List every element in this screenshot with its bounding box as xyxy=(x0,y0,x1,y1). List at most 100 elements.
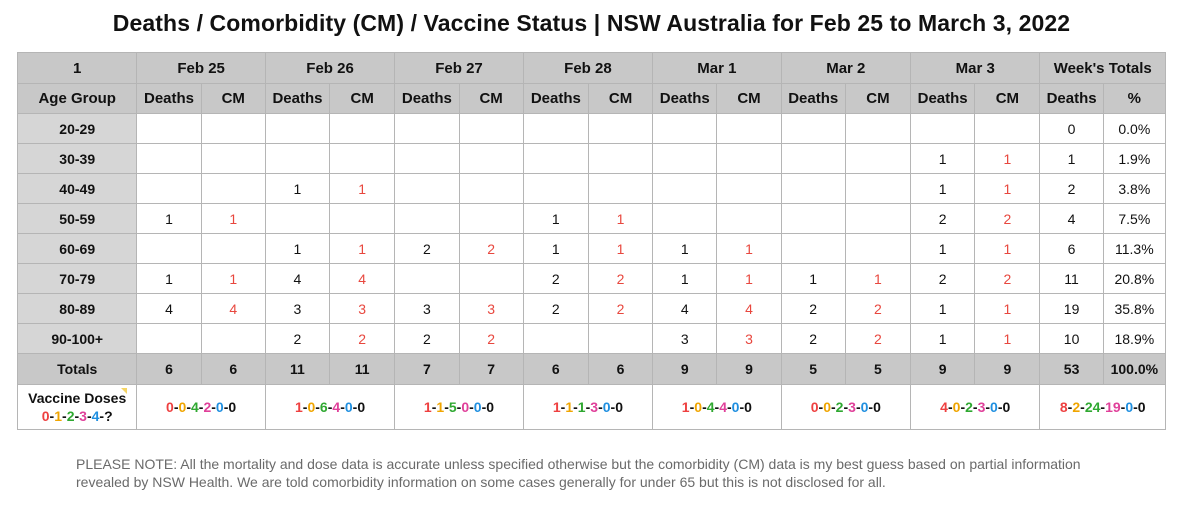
dose-count: 0 xyxy=(166,399,174,415)
dose-count: 0 xyxy=(178,399,187,415)
deaths-cell: 3 xyxy=(652,323,718,354)
deaths-cell: 2 xyxy=(264,323,331,354)
dose-count: 0 xyxy=(461,399,470,415)
deaths-header: Deaths xyxy=(780,83,846,114)
cm-cell xyxy=(844,173,912,204)
week-percent-cell: 7.5% xyxy=(1102,203,1167,234)
cm-cell: 4 xyxy=(716,293,782,324)
cm-cell: 1 xyxy=(200,263,266,294)
cm-cell: 2 xyxy=(844,323,912,354)
cm-cell xyxy=(716,113,782,144)
dose-count: 0 xyxy=(744,399,752,415)
deaths-cell: 1 xyxy=(522,203,589,234)
cm-cell: 2 xyxy=(458,323,524,354)
dose-count: 24 xyxy=(1084,399,1101,415)
week-deaths-cell: 0 xyxy=(1039,113,1104,144)
cm-cell: 1 xyxy=(587,203,654,234)
dose-count: 2 xyxy=(965,399,973,415)
dose-count: 6 xyxy=(319,399,328,415)
deaths-cell xyxy=(394,263,460,294)
dose-sequence: 0-0-4-2-0-0 xyxy=(166,399,237,415)
cm-cell: 2 xyxy=(587,293,654,324)
dose-count: 4 xyxy=(190,399,199,415)
dose-sequence: 8-2-24-19-0-0 xyxy=(1059,399,1146,415)
deaths-cell: 1 xyxy=(136,203,202,234)
week-deaths-cell: 11 xyxy=(1039,263,1104,294)
cm-total-cell: 7 xyxy=(458,353,524,385)
deaths-header: Deaths xyxy=(910,83,976,114)
cm-cell xyxy=(458,113,524,144)
table-row: 70-79 1 1 4 4 2 2 1 1 1 1 2 2 11 20.8% xyxy=(16,263,1167,294)
deaths-total-cell: 9 xyxy=(652,353,718,385)
deaths-cell xyxy=(394,173,460,204)
cm-cell: 2 xyxy=(458,233,524,264)
cm-header: CM xyxy=(587,83,654,114)
page-title: Deaths / Comorbidity (CM) / Vaccine Stat… xyxy=(112,10,1071,36)
week-percent-total: 100.0% xyxy=(1102,353,1167,385)
deaths-cell xyxy=(910,113,976,144)
dose-count: 1 xyxy=(54,408,63,424)
deaths-cell: 1 xyxy=(910,173,976,204)
dose-count: 2 xyxy=(1072,399,1081,415)
deaths-cell: 2 xyxy=(780,323,846,354)
deaths-cell xyxy=(136,323,202,354)
deaths-cell: 1 xyxy=(780,263,846,294)
dose-count: 0 xyxy=(344,399,353,415)
dose-count: 1 xyxy=(577,399,586,415)
deaths-cell xyxy=(394,113,460,144)
dose-count: 5 xyxy=(448,399,457,415)
deaths-header: Deaths xyxy=(1039,83,1104,114)
cm-cell xyxy=(587,323,654,354)
cm-cell xyxy=(458,263,524,294)
dose-count: 0 xyxy=(823,399,831,415)
cm-cell: 1 xyxy=(974,173,1041,204)
vaccine-doses-title: Vaccine Doses xyxy=(28,390,127,406)
header-row-days: 1 Feb 25 Feb 26 Feb 27 Feb 28 Mar 1 Mar … xyxy=(16,52,1166,84)
dose-count: 1 xyxy=(294,399,303,415)
cm-cell xyxy=(587,143,654,174)
deaths-cell: 3 xyxy=(264,293,331,324)
dose-count: 0 xyxy=(615,399,623,415)
cm-cell xyxy=(329,203,396,234)
cm-cell: 4 xyxy=(329,263,396,294)
dose-count: 1 xyxy=(423,399,432,415)
dose-count: 2 xyxy=(66,408,75,424)
cm-cell xyxy=(200,113,266,144)
week-deaths-cell: 4 xyxy=(1039,203,1104,234)
deaths-header: Deaths xyxy=(394,83,460,114)
dose-count: 1 xyxy=(681,399,690,415)
deaths-cell: 2 xyxy=(522,293,589,324)
dose-count: 0 xyxy=(990,399,998,415)
day-header: Mar 1 xyxy=(652,52,782,84)
age-group-cell: 60-69 xyxy=(16,233,138,264)
cm-total-cell: 6 xyxy=(587,353,654,385)
cm-cell xyxy=(329,143,396,174)
cm-total-cell: 5 xyxy=(844,353,912,385)
totals-label: Totals xyxy=(16,353,138,385)
deaths-cell xyxy=(652,113,718,144)
deaths-cell xyxy=(652,173,718,204)
age-group-cell: 40-49 xyxy=(16,173,138,204)
footnote: PLEASE NOTE: All the mortality and dose … xyxy=(76,456,1081,490)
cm-cell xyxy=(844,113,912,144)
vaccine-doses-row: Vaccine Doses 0-1-2-3-4-? 0-0-4-2-0-0 1-0… xyxy=(16,384,1166,430)
day-doses-cell: 0-0-2-3-0-0 xyxy=(780,384,912,430)
deaths-cell: 1 xyxy=(264,173,331,204)
deaths-cell xyxy=(136,173,202,204)
deaths-cell xyxy=(394,203,460,234)
dose-sequence: 0-1-2-3-4-? xyxy=(41,408,113,424)
deaths-cell xyxy=(394,143,460,174)
deaths-cell xyxy=(136,113,202,144)
week-percent-cell: 11.3% xyxy=(1102,233,1167,264)
cm-cell: 1 xyxy=(974,293,1041,324)
day-doses-cell: 0-0-4-2-0-0 xyxy=(136,384,266,430)
day-doses-cell: 1-1-5-0-0-0 xyxy=(394,384,524,430)
week-doses-cell: 8-2-24-19-0-0 xyxy=(1039,384,1166,430)
dose-count: 4 xyxy=(91,408,100,424)
dose-count: 3 xyxy=(590,399,599,415)
dose-count: 0 xyxy=(602,399,611,415)
deaths-cell xyxy=(264,113,331,144)
age-group-cell: 20-29 xyxy=(16,113,138,144)
dose-legend: 0-1-2-3-4-? xyxy=(18,407,136,425)
cm-cell: 1 xyxy=(587,233,654,264)
